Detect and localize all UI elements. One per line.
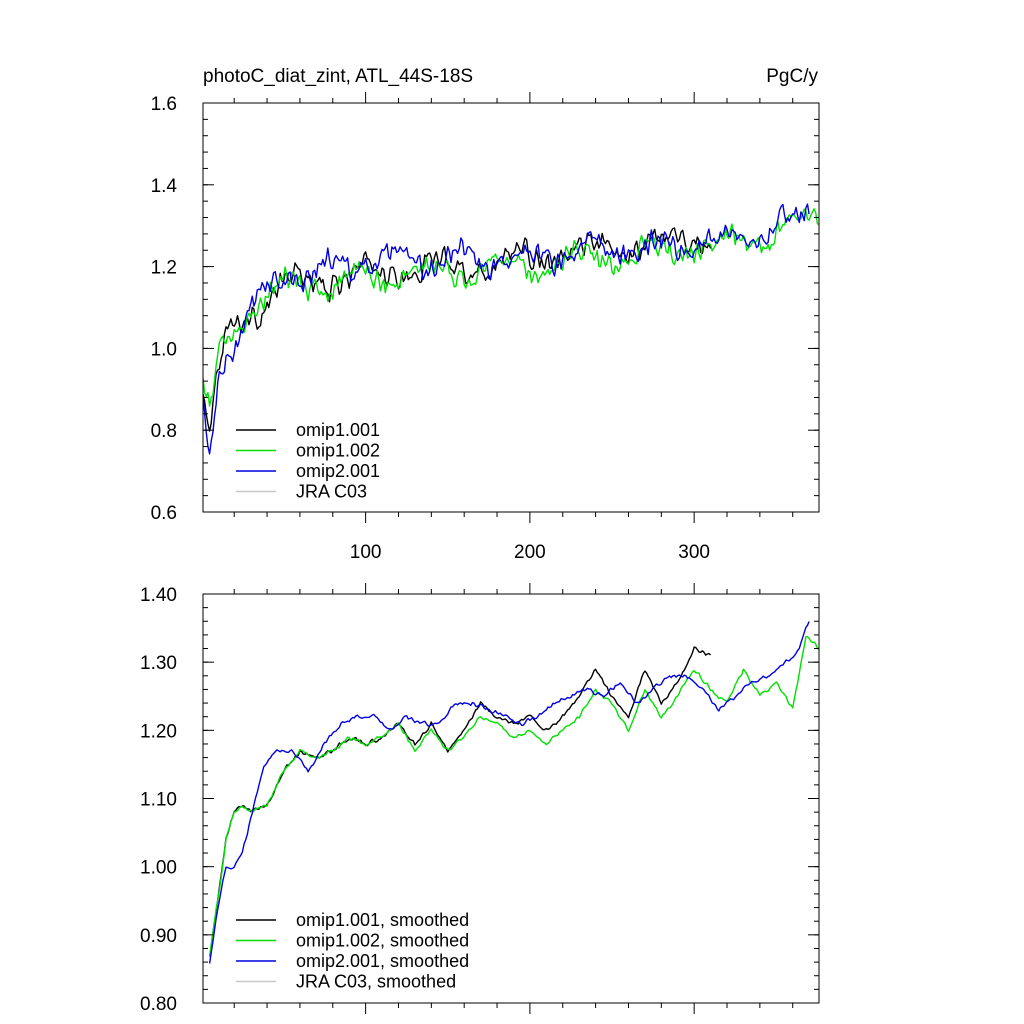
top-panel: photoC_diat_zint, ATL_44S-18S PgC/y 0.60… (151, 66, 820, 563)
legend-label: JRA C03, smoothed (296, 972, 456, 992)
y-tick-label: 1.4 (151, 176, 178, 197)
plot-frame (202, 102, 820, 513)
y-tick-label: 0.8 (151, 421, 177, 442)
y-tick-label: 0.6 (151, 503, 177, 524)
legend-label: omip1.001, smoothed (296, 910, 469, 930)
bottom-panel: 0.80 0.90 1.00 1.10 1.20 1.30 1.40 omip1.001, … (140, 583, 820, 1015)
y-tick-label: 1.6 (151, 94, 177, 115)
series-line (208, 621, 810, 964)
axes: 0.80 0.90 1.00 1.10 1.20 1.30 1.40 (140, 583, 819, 1015)
series-line (203, 227, 712, 432)
series-line (208, 636, 819, 957)
y-tick-label: 1.40 (140, 585, 177, 606)
legend-label: omip2.001, smoothed (296, 951, 469, 971)
y-tick-label: 0.90 (140, 926, 177, 947)
plot-frame (202, 593, 820, 1004)
series-group (208, 621, 819, 964)
legend-label: omip1.001 (296, 420, 380, 440)
y-tick-label: 0.80 (140, 994, 177, 1015)
legend-label: omip1.002 (296, 441, 380, 461)
y-tick-label: 1.20 (140, 721, 177, 742)
axes: 0.6 0.8 1.0 1.2 1.4 1.6 100 200 300 (151, 92, 819, 563)
y-tick-label: 1.30 (140, 653, 177, 674)
y-tick-label: 1.2 (151, 258, 177, 279)
x-tick-label: 200 (514, 542, 546, 563)
legend-label: omip2.001 (296, 461, 380, 481)
x-tick-label: 100 (350, 542, 382, 563)
series-line (203, 208, 819, 407)
x-tick-label: 300 (678, 542, 710, 563)
chart-title: photoC_diat_zint, ATL_44S-18S (203, 66, 473, 87)
y-tick-label: 1.00 (140, 858, 177, 879)
legend-label: omip1.002, smoothed (296, 931, 469, 951)
series-group (203, 203, 819, 455)
y-tick-label: 1.10 (140, 790, 177, 811)
units-label: PgC/y (766, 66, 818, 87)
legend-label: JRA C03 (296, 482, 367, 502)
series-line (203, 203, 810, 455)
y-tick-label: 1.0 (151, 339, 177, 360)
